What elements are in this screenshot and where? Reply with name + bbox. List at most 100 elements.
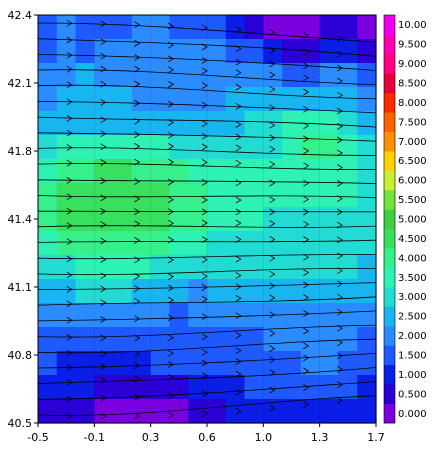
streamline-arrow [167,373,174,381]
streamline-arrow [100,143,107,151]
heatmap-cell [188,399,208,424]
heatmap-cell [75,303,95,328]
heatmap-cell [94,159,114,184]
streamline-arrow [336,280,343,288]
streamline-arrow [66,81,73,89]
heatmap-cell [225,183,246,208]
heatmap-cell [113,39,133,64]
streamline-arrow [235,133,242,141]
heatmap-cell [75,39,95,64]
streamline-arrow [201,359,208,367]
streamline-arrow [269,196,276,204]
heatmap-cell [282,15,302,40]
streamline-arrow [201,57,208,64]
heatmap-cell [56,327,77,352]
heatmap-cell [38,303,58,328]
streamline-arrow [303,162,310,170]
heatmap-cell [131,183,152,208]
streamline-arrow [269,254,276,262]
colorbar-label: 2.500 [398,312,427,323]
streamline-arrow [303,147,310,155]
heatmap-cell [188,15,208,40]
colorbar-swatch [384,248,395,268]
streamline-arrow [134,362,141,369]
streamline-arrow [100,130,107,138]
heatmap-cell [357,231,377,256]
streamline-arrow [201,348,208,356]
streamline-arrow [167,158,174,166]
heatmap-cell [319,87,340,112]
streamline [37,69,377,85]
streamline-arrow [201,295,208,303]
heatmap-cell [94,183,114,208]
heatmap-cell [300,399,321,424]
colorbar-swatch [384,92,395,113]
streamline-arrow [303,122,310,130]
streamline-arrow [269,345,276,352]
heatmap-cell [338,279,358,304]
heatmap-cell [188,135,208,160]
heatmap-cell [207,183,227,208]
colorbar-label: 2.000 [398,331,427,342]
streamline-arrow [100,194,107,202]
colorbar-label: 5.000 [398,215,427,226]
streamline-arrow [167,41,174,49]
heatmap-cell [113,375,133,400]
streamline-arrow [269,282,276,290]
streamline-arrow [134,220,141,228]
heatmap-cell [357,375,377,400]
streamline-arrow [167,361,174,368]
streamline-arrow [66,286,73,293]
heatmap-cell [263,351,283,376]
streamline-arrow [303,208,310,216]
streamline-arrow [303,401,310,409]
streamline-arrow [134,80,141,88]
heatmap-cell [56,183,77,208]
streamline-arrow [66,159,73,167]
heatmap-cell [56,207,77,232]
heatmap-cell [169,231,189,256]
heatmap-cell [244,255,264,280]
streamline [37,179,377,184]
streamline-arrow [201,410,208,418]
streamline-arrow [336,149,343,157]
heatmap-cell [263,279,283,304]
heatmap-cell [150,207,171,232]
streamline-arrow [269,71,276,79]
y-tick-label: 42.1 [8,77,33,90]
heatmap-cell [338,135,358,160]
heatmap-cell [357,183,377,208]
heatmap-cell [207,63,227,88]
heatmap-cell [319,183,340,208]
streamline-arrow [269,179,276,187]
streamline-arrow [269,208,276,216]
heatmap-cell [131,279,152,304]
heatmap-cell [244,135,264,160]
heatmap-cell [75,399,95,424]
heatmap-cell [244,63,264,88]
heatmap-cell [244,231,264,256]
heatmap-cell [338,111,358,136]
heatmap-cell [357,15,377,40]
y-axis: 40.5 40.8 41.1 41.4 41.8 42.1 42.4 [8,9,38,430]
streamline-arrow [134,117,141,125]
heatmap-cell [169,375,189,400]
colorbar-swatch [384,287,395,307]
colorbar-swatch [384,151,395,171]
heatmap-cell [244,399,264,424]
streamline-arrow [100,99,107,106]
streamline-arrow [235,255,242,263]
streamline-arrow [235,219,242,227]
heatmap-cell [244,183,264,208]
heatmap-cell [357,111,377,136]
heatmap-cell [169,39,189,64]
heatmap-cell [38,399,58,424]
streamline-arrow [201,143,208,151]
heatmap-cell [38,39,58,64]
heatmap-cell [207,351,227,376]
heatmap-cell [357,135,377,160]
heatmap-cell [75,279,95,304]
streamline-arrow [235,83,242,91]
heatmap-cell [38,351,58,376]
streamline-arrow [134,315,141,323]
